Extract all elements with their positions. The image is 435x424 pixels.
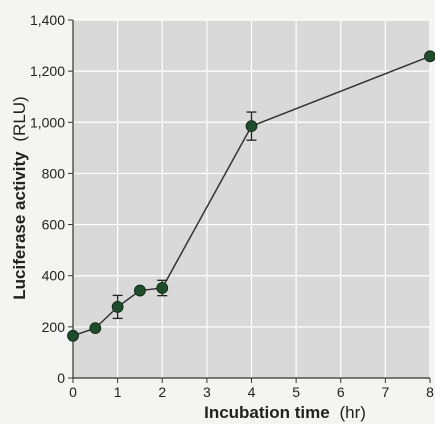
x-tick-label: 5 xyxy=(292,384,300,400)
axes xyxy=(68,19,431,383)
data-point xyxy=(424,50,435,63)
x-axis-title: Incubation time (hr) xyxy=(204,403,366,422)
y-tick-label: 1,000 xyxy=(30,114,65,130)
x-tick-label: 0 xyxy=(69,384,77,400)
x-axis-title-main: Incubation time xyxy=(204,403,330,422)
y-tick-label: 400 xyxy=(42,268,66,284)
data-point xyxy=(67,329,79,342)
y-tick-label: 1,200 xyxy=(30,63,65,79)
gridlines xyxy=(73,19,431,378)
data-point xyxy=(156,282,169,294)
x-axis-title-unit: (hr) xyxy=(339,403,365,422)
x-tick-label: 7 xyxy=(381,384,389,400)
y-tick-label: 200 xyxy=(42,319,66,335)
y-axis-title-unit: (RLU) xyxy=(10,96,29,141)
x-tick-labels: 0 1 2 3 4 5 6 7 8 xyxy=(69,384,434,400)
data-point xyxy=(89,322,102,335)
x-tick-label: 4 xyxy=(248,384,256,400)
x-tick-label: 1 xyxy=(114,384,122,400)
y-tick-label: 800 xyxy=(42,165,66,181)
x-tick-label: 8 xyxy=(426,384,434,400)
data-point xyxy=(134,284,146,297)
y-tick-label: 0 xyxy=(57,370,65,386)
series-layer xyxy=(67,50,435,342)
data-point xyxy=(111,301,124,313)
x-tick-label: 3 xyxy=(203,384,211,400)
y-tick-label: 600 xyxy=(42,217,66,233)
y-axis-title-main: Luciferase activity xyxy=(10,151,29,300)
data-point xyxy=(245,120,258,133)
x-tick-label: 2 xyxy=(158,384,166,400)
y-tick-label: 1,400 xyxy=(30,12,65,28)
y-axis-title: Luciferase activity (RLU) xyxy=(10,96,29,299)
x-tick-label: 6 xyxy=(337,384,345,400)
y-tick-labels: 0 200 400 600 800 1,000 1,200 1,400 xyxy=(30,12,65,386)
